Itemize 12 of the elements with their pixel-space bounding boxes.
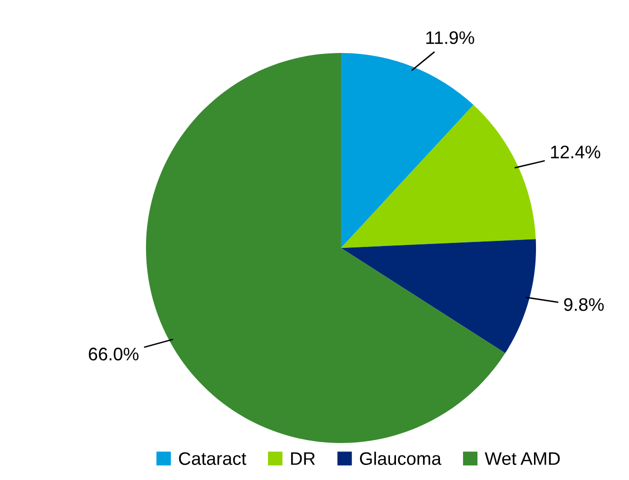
legend-label: Wet AMD — [484, 452, 560, 465]
legend-label: DR — [291, 452, 315, 465]
legend-label: Glaucoma — [360, 452, 442, 465]
pie-slice — [341, 104, 536, 248]
data-label: 12.4% — [551, 146, 600, 158]
data-label: 11.9% — [426, 31, 474, 44]
data-label: 66.0% — [88, 348, 138, 360]
legend-label: Cataract — [179, 452, 246, 465]
pie-slice — [341, 239, 536, 354]
pie-slice — [146, 53, 506, 443]
data-label: 9.8% — [564, 298, 604, 311]
pie-slice — [341, 53, 474, 248]
